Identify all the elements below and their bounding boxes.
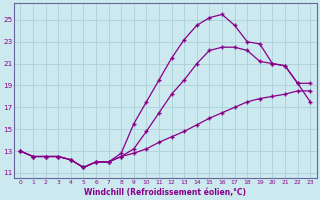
X-axis label: Windchill (Refroidissement éolien,°C): Windchill (Refroidissement éolien,°C) [84, 188, 246, 197]
